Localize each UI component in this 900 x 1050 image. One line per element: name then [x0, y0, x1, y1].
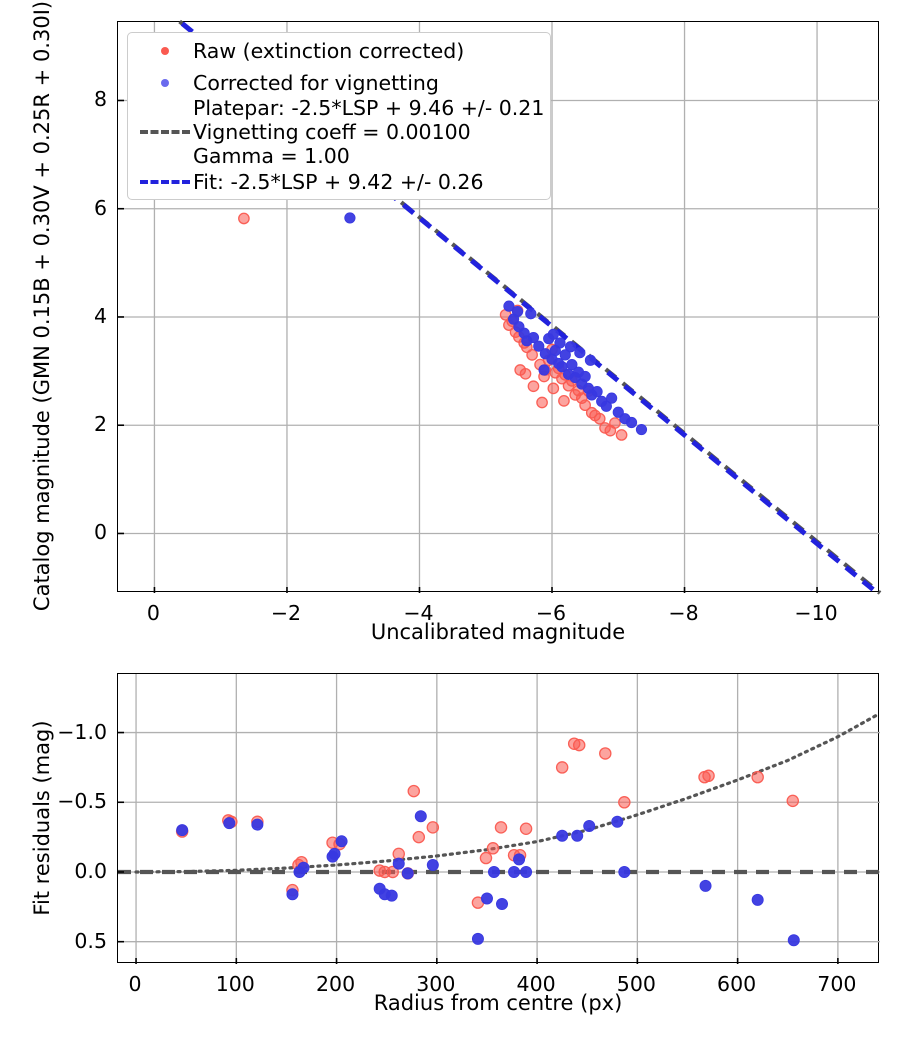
x-tick-label: 500	[616, 972, 656, 996]
legend-entry-raw: Raw (extinction corrected)	[128, 36, 550, 66]
red-dot-icon	[161, 47, 169, 55]
blue-dashed-line-icon	[140, 180, 190, 184]
y-tick-label: 8	[93, 87, 107, 112]
legend-label-gamma: Gamma = 1.00	[193, 144, 350, 169]
y-tick-label: 0	[93, 520, 107, 545]
legend-label-fit: Fit: -2.5*LSP + 9.42 +/- 0.26	[193, 170, 484, 194]
blue-dot-icon	[161, 79, 169, 87]
legend-label-raw: Raw (extinction corrected)	[193, 39, 465, 63]
y-tick-label: −1.0	[57, 719, 107, 744]
y-tick-label: 2	[93, 412, 107, 437]
x-tick-label: −2	[270, 601, 302, 625]
legend-label-vignetting-coeff: Vignetting coeff = 0.00100	[193, 119, 471, 144]
legend-dash-platepar	[137, 118, 193, 146]
x-tick-label: 200	[315, 972, 356, 996]
bottom-y-axis-title: Fit residuals (mag)	[30, 720, 54, 916]
x-tick-label: 400	[516, 972, 556, 996]
legend-label-platepar-formula: Platepar: -2.5*LSP + 9.46 +/- 0.21	[193, 95, 545, 120]
y-tick-label: 4	[93, 303, 107, 328]
x-tick-label: −10	[794, 601, 838, 625]
bottom-x-axis-title: Radius from centre (px)	[373, 991, 623, 1015]
y-tick-label: 0.5	[74, 928, 107, 953]
bottom-plot-canvas	[118, 674, 880, 964]
x-tick-label: −6	[535, 601, 567, 625]
x-tick-label: 0	[128, 972, 142, 996]
legend-dash-fit	[137, 168, 193, 196]
legend-entry-platepar: Platepar: -2.5*LSP + 9.46 +/- 0.21 Vigne…	[128, 95, 550, 169]
x-tick-label: 600	[717, 972, 757, 996]
top-y-axis-title: Catalog magnitude (GMN 0.15B + 0.30V + 0…	[30, 0, 54, 612]
x-tick-label: 300	[416, 972, 456, 996]
legend-marker-corrected	[137, 69, 193, 97]
legend: Raw (extinction corrected) Corrected for…	[127, 32, 551, 200]
legend-marker-raw	[137, 37, 193, 65]
x-tick-label: 100	[215, 972, 255, 996]
x-tick-label: 700	[817, 972, 857, 996]
top-plot-canvas	[118, 19, 882, 598]
x-tick-label: −4	[403, 601, 434, 625]
fit-residuals-plot	[117, 673, 880, 964]
top-x-axis-title: Uncalibrated magnitude	[370, 620, 626, 644]
legend-label-corrected: Corrected for vignetting	[193, 71, 439, 95]
y-tick-label: 0.0	[74, 858, 107, 883]
legend-entry-fit: Fit: -2.5*LSP + 9.42 +/- 0.26	[128, 167, 550, 197]
grey-dashed-line-icon	[140, 130, 190, 134]
y-tick-label: −0.5	[57, 789, 107, 814]
x-tick-label: −8	[668, 601, 699, 625]
y-tick-label: 6	[93, 195, 107, 220]
x-tick-label: 0	[146, 601, 160, 625]
legend-entry-corrected: Corrected for vignetting	[128, 68, 550, 98]
